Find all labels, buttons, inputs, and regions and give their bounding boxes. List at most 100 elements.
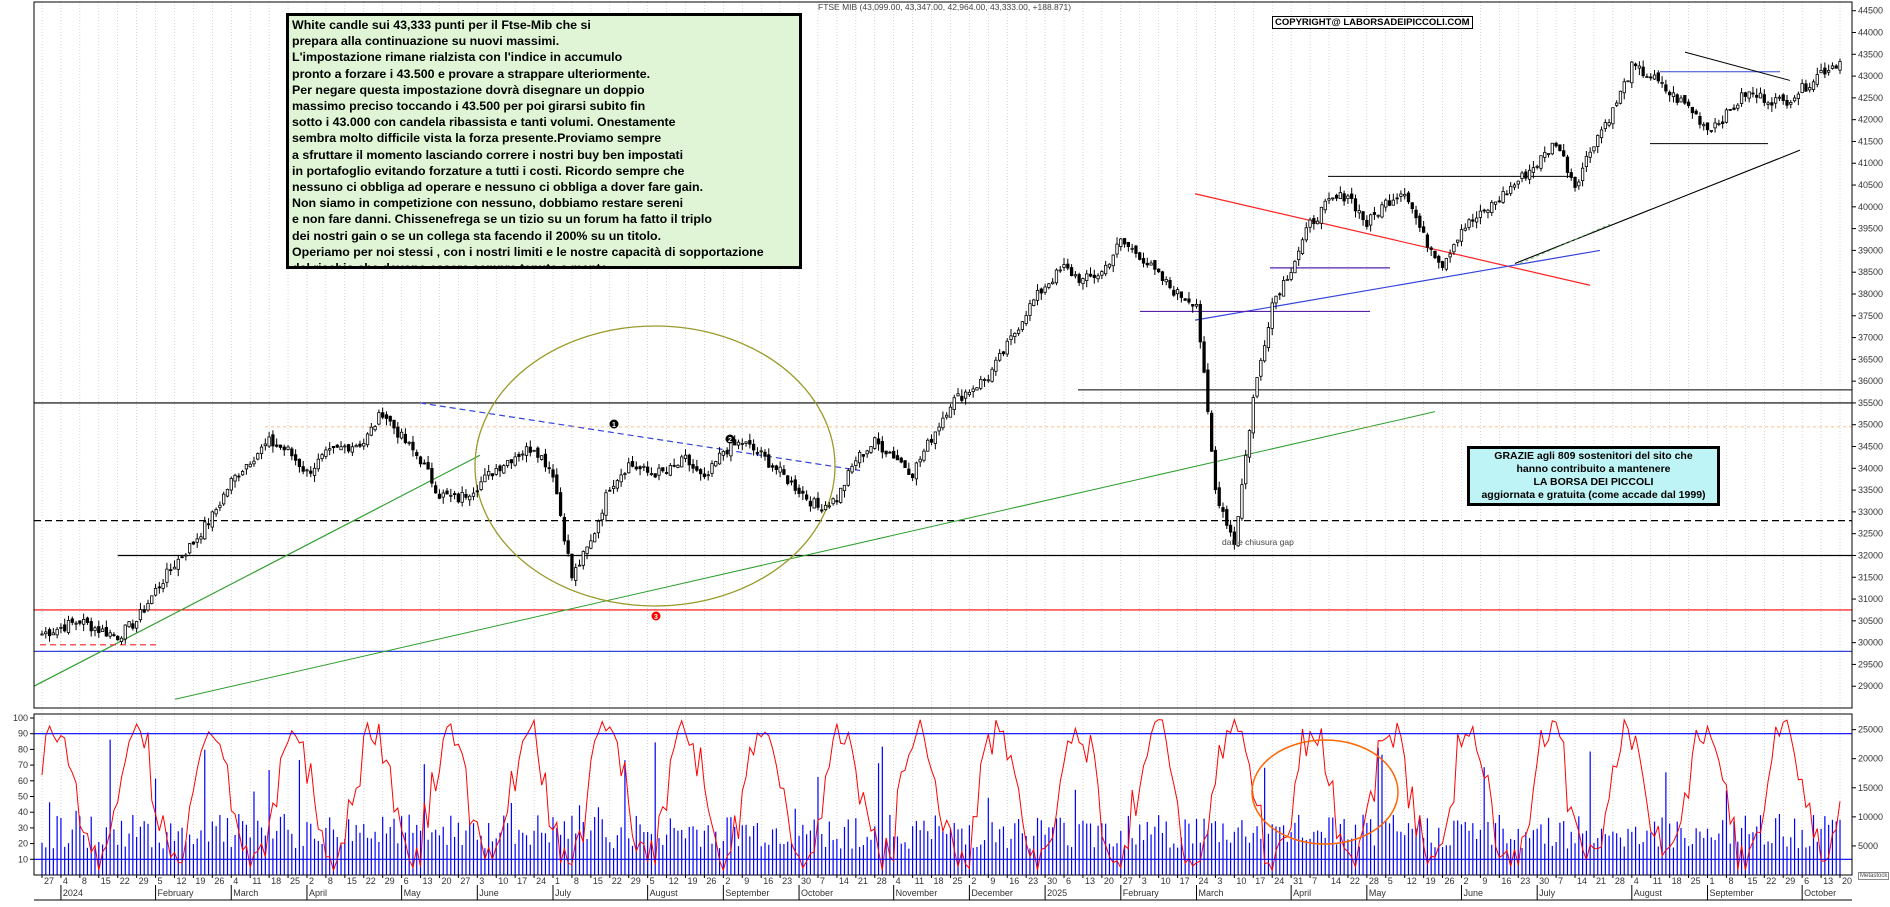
- candle-body: [1702, 124, 1706, 127]
- x-day-label: 2: [309, 876, 314, 886]
- x-month-label: August: [650, 888, 679, 898]
- candle-body: [524, 446, 529, 456]
- candle-body: [1281, 280, 1286, 297]
- candle-body: [1823, 67, 1827, 75]
- y-price-label: 40500: [1858, 180, 1883, 190]
- candle-body: [142, 609, 146, 613]
- candle-body: [941, 417, 945, 429]
- candle-body: [176, 558, 180, 570]
- x-day-label: 26: [1445, 876, 1455, 886]
- candle-body: [1520, 172, 1524, 179]
- candle-body: [1338, 192, 1342, 199]
- candle-body: [710, 463, 714, 474]
- candle-body: [1016, 329, 1021, 334]
- candle-body: [206, 523, 211, 526]
- candle-body: [948, 406, 953, 418]
- x-day-label: 9: [1482, 876, 1487, 886]
- candle-body: [222, 493, 226, 505]
- candle-body: [1656, 72, 1660, 82]
- candle-body: [1444, 258, 1448, 270]
- candle-body: [585, 546, 589, 554]
- candle-body: [1565, 156, 1570, 173]
- candle-body: [1372, 212, 1377, 215]
- candle-body: [1342, 193, 1346, 202]
- candle-body: [1546, 153, 1551, 155]
- candle-body: [161, 583, 165, 589]
- candle-body: [1236, 516, 1240, 547]
- x-day-label: 6: [404, 876, 409, 886]
- candle-body: [74, 622, 78, 625]
- x-month-label: November: [896, 888, 938, 898]
- oscillator-layer: [34, 717, 1852, 872]
- candle-body: [566, 540, 570, 554]
- candle-body: [1539, 155, 1543, 169]
- candle-body: [256, 453, 260, 460]
- candle-body: [1255, 377, 1259, 397]
- candle-body: [263, 443, 267, 447]
- candle-body: [328, 448, 332, 451]
- candle-body: [1039, 288, 1043, 294]
- candle-body: [119, 637, 124, 642]
- x-day-label: 31: [1293, 876, 1303, 886]
- candle-body: [903, 460, 907, 469]
- x-day-label: 4: [1634, 876, 1639, 886]
- y-osc-label: 80: [18, 744, 28, 754]
- candle-body: [475, 490, 479, 493]
- candle-body: [755, 452, 760, 454]
- y-volume-label: 25000: [1858, 725, 1883, 735]
- candle-body: [1448, 253, 1452, 258]
- candle-body: [1247, 430, 1252, 458]
- x-month-label: December: [971, 888, 1013, 898]
- candle-body: [611, 485, 616, 490]
- candle-body: [1584, 155, 1589, 168]
- y-osc-label: 30: [18, 823, 28, 833]
- candle-body: [642, 465, 646, 468]
- x-day-label: 30: [1539, 876, 1549, 886]
- candle-body: [1543, 151, 1547, 158]
- candle-body: [547, 467, 551, 470]
- candle-body: [1346, 195, 1350, 200]
- y-price-label: 44000: [1858, 28, 1883, 38]
- comment-line: White candle sui 43,333 punti per il Fts…: [292, 18, 591, 32]
- candle-body: [600, 512, 604, 521]
- x-month-label: October: [1804, 888, 1836, 898]
- candle-body: [1327, 198, 1331, 201]
- x-day-label: 11: [252, 876, 261, 886]
- y-price-label: 32000: [1858, 550, 1883, 560]
- candle-body: [608, 489, 612, 492]
- candle-body: [104, 627, 108, 637]
- x-month-label: 2025: [1047, 888, 1067, 898]
- candle-body: [952, 397, 956, 411]
- candle-body: [831, 498, 835, 505]
- dotted-green-line: [1519, 223, 1611, 264]
- candle-body: [1425, 234, 1430, 248]
- candle-body: [1240, 484, 1244, 519]
- comment-line: e non fare danni. Chissenefrega se un ti…: [292, 212, 712, 227]
- x-day-label: 6: [1804, 876, 1809, 886]
- candle-body: [210, 511, 214, 528]
- candle-body: [233, 474, 237, 482]
- y-price-label: 41000: [1858, 158, 1883, 168]
- candle-body: [918, 458, 922, 463]
- x-day-label: 22: [1766, 876, 1776, 886]
- candle-body: [422, 462, 426, 465]
- candle-body: [1554, 142, 1558, 147]
- candle-body: [907, 468, 911, 475]
- x-month-label: October: [801, 888, 833, 898]
- thanks-line: GRAZIE agli 809 sostenitori del sito che: [1494, 450, 1693, 462]
- y-osc-label: 50: [18, 792, 28, 802]
- candle-body: [434, 485, 438, 494]
- candle-body: [165, 568, 169, 583]
- candle-body: [415, 452, 419, 456]
- candle-body: [1153, 260, 1157, 270]
- x-day-label: 16: [763, 876, 773, 886]
- comment-line: L'impostazione rimane rialzista con l'in…: [292, 50, 623, 65]
- x-month-label: July: [1539, 888, 1556, 898]
- y-price-label: 40000: [1858, 202, 1883, 212]
- comment-line: a sfruttare il momento lasciando correre…: [292, 147, 684, 162]
- candle-body: [1361, 211, 1365, 221]
- candle-body: [1100, 271, 1104, 276]
- x-day-label: 18: [934, 876, 944, 886]
- candle-body: [1316, 220, 1320, 225]
